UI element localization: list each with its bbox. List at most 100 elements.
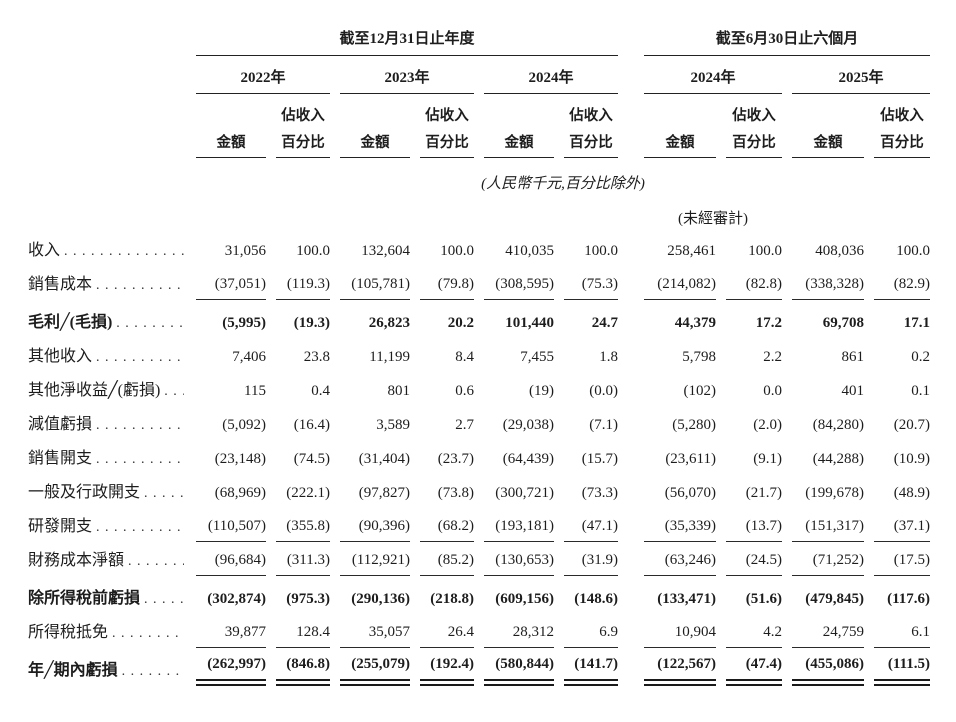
amount-cell: 5,798 (682, 349, 716, 365)
amount-cell: 410,035 (505, 243, 554, 259)
year-header-2023: 2023年 (340, 56, 474, 94)
percent-cell: (7.1) (589, 417, 618, 433)
row-label-cell: 財務成本淨額 (28, 542, 186, 576)
amount-cell: 11,199 (369, 349, 410, 365)
amount-cell: 10,904 (644, 614, 716, 648)
percent-cell: (21.7) (745, 485, 782, 501)
percent-cell: (17.5) (874, 542, 930, 576)
percent-cell: (47.4) (726, 648, 782, 686)
percent-cell: 6.9 (564, 614, 618, 648)
row-label: 研發開支 (28, 518, 93, 535)
group-gap (628, 372, 634, 406)
dot-leader (128, 552, 184, 568)
row-label: 其他淨收益╱(虧損) (28, 382, 161, 399)
dot-leader (96, 450, 184, 466)
percent-cell: 8.4 (455, 349, 474, 365)
units-note-row: (人民幣千元,百分比除外) (28, 158, 930, 195)
amount-cell: 26,823 (368, 315, 410, 331)
percent-cell: (218.8) (430, 591, 474, 607)
row-label: 毛利╱(毛損) (28, 314, 113, 331)
amount-cell: (5,995) (222, 315, 266, 331)
amount-cell: 39,877 (196, 614, 266, 648)
row-label-cell: 收入 (28, 232, 186, 266)
dot-leader (116, 314, 184, 330)
empty-cell (196, 195, 618, 232)
percent-cell: (846.8) (276, 648, 330, 686)
percent-of-revenue-header: 佔收入 百分比 (420, 94, 474, 158)
percent-cell: (48.9) (893, 485, 930, 501)
row-label: 除所得稅前虧損 (28, 590, 141, 607)
dot-leader (96, 276, 184, 292)
amount-cell: (5,092) (222, 417, 266, 433)
group-gap (628, 508, 634, 542)
units-note: (人民幣千元,百分比除外) (481, 176, 645, 192)
amount-cell: (56,070) (664, 485, 716, 501)
year-header-2024: 2024年 (484, 56, 618, 94)
amount-cell: (31,404) (358, 451, 410, 467)
amount-cell: 44,379 (674, 315, 716, 331)
percent-cell: 2.2 (763, 349, 782, 365)
percent-cell: (19.3) (293, 315, 330, 331)
table-row: 銷售開支 (23,148) (74.5) (31,404) (23.7) (64,439… (28, 440, 930, 474)
table-row: 銷售成本 (37,051) (119.3) (105,781) (79.8) (308,… (28, 266, 930, 300)
amount-cell: (130,653) (484, 542, 554, 576)
percent-cell: (311.3) (276, 542, 330, 576)
amount-cell: 101,440 (505, 315, 554, 331)
group-gap (628, 542, 634, 576)
percent-cell: (75.3) (564, 266, 618, 300)
amount-cell: (214,082) (644, 266, 716, 300)
percent-cell: (82.8) (726, 266, 782, 300)
percent-cell: 128.4 (276, 614, 330, 648)
dot-leader (64, 242, 184, 258)
row-label-cell: 除所得稅前虧損 (28, 576, 186, 614)
percent-cell: (2.0) (753, 417, 782, 433)
corner-cell (28, 18, 186, 56)
amount-cell: (105,781) (340, 266, 410, 300)
group-gap (628, 576, 634, 614)
row-label: 一般及行政開支 (28, 484, 141, 501)
row-label: 銷售開支 (28, 450, 93, 467)
empty-cell (792, 195, 930, 232)
dot-leader (96, 348, 184, 364)
amount-cell: 35,057 (340, 614, 410, 648)
percent-cell: (975.3) (286, 591, 330, 607)
amount-cell: (63,246) (644, 542, 716, 576)
amount-cell: 24,759 (792, 614, 864, 648)
amount-cell: (19) (529, 383, 554, 399)
percent-cell: 0.6 (455, 383, 474, 399)
amount-cell: (23,148) (214, 451, 266, 467)
group-gap (628, 266, 634, 300)
dot-leader (164, 382, 184, 398)
corner-cell (28, 94, 186, 158)
dot-leader (144, 590, 184, 606)
dot-leader (144, 484, 184, 500)
dot-leader (96, 518, 184, 534)
percent-cell: (119.3) (276, 266, 330, 300)
percent-cell: 24.7 (591, 315, 618, 331)
percent-cell: (23.7) (437, 451, 474, 467)
amount-cell: (133,471) (657, 591, 716, 607)
percent-of-revenue-header: 佔收入 百分比 (874, 94, 930, 158)
year-header-2025-interim: 2025年 (792, 56, 930, 94)
amount-cell: 401 (841, 383, 865, 399)
amount-cell: (199,678) (805, 485, 864, 501)
amount-cell: (90,396) (340, 508, 410, 542)
amount-cell: 258,461 (667, 243, 716, 259)
row-label-cell: 毛利╱(毛損) (28, 300, 186, 338)
percent-cell: (68.2) (420, 508, 474, 542)
row-label-cell: 一般及行政開支 (28, 474, 186, 508)
table-row: 所得稅抵免 39,877 128.4 35,057 26.4 28,312 6.9 10,9… (28, 614, 930, 648)
table-row: 其他淨收益╱(虧損) 115 0.4 801 0.6 (19) (0.0) (102) 0.0… (28, 372, 930, 406)
corner-cell (28, 158, 186, 195)
period-group-header-interim: 截至6月30日止六個月 (644, 18, 930, 56)
percent-cell: (10.9) (893, 451, 930, 467)
subheader-row: 金額 佔收入 百分比 金額 佔收入 百分比 金額 佔收入 百分比 金額 佔收入 百分比 … (28, 94, 930, 158)
percent-cell: 1.8 (599, 349, 618, 365)
percent-cell: (51.6) (745, 591, 782, 607)
percent-cell: (222.1) (286, 485, 330, 501)
amount-cell: 28,312 (484, 614, 554, 648)
corner-cell (28, 195, 186, 232)
group-gap (628, 338, 634, 372)
percent-cell: 2.7 (455, 417, 474, 433)
unaudited-note-row: (未經審計) (28, 195, 930, 232)
